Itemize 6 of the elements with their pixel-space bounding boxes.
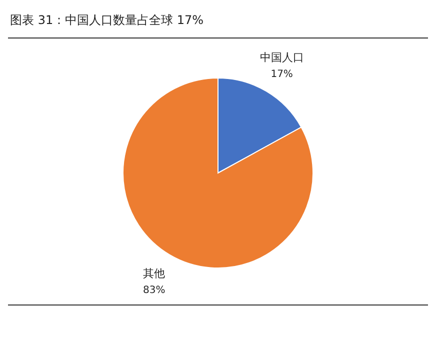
pie-slice — [122, 78, 314, 268]
slice-label: 其他 — [143, 266, 166, 280]
data-label: 17% — [270, 69, 293, 80]
data-label: 83% — [143, 284, 166, 296]
slice-label: 中国人口 — [260, 51, 304, 64]
chart-title: 图表 31：中国人口数量占全球 17% — [10, 13, 204, 27]
